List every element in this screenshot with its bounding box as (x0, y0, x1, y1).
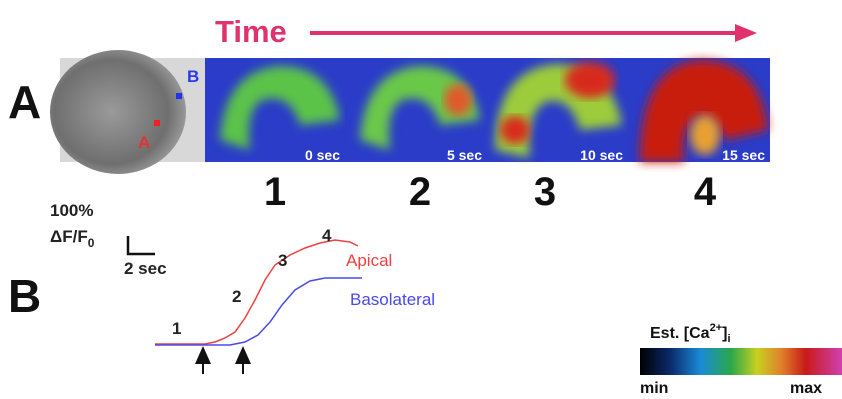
scale-quantity: ΔF/F0 (50, 227, 95, 250)
frame-time: 5 sec (447, 147, 482, 163)
photo: B A (50, 50, 205, 174)
frame-number: 3 (534, 170, 556, 214)
trace-label: Basolateral (350, 290, 435, 309)
frame-time: 0 sec (305, 147, 340, 163)
basolateral-trace (155, 277, 362, 346)
frame: 0 sec (205, 58, 345, 163)
trace-marker: 4 (322, 226, 332, 245)
frame: 15 sec (628, 58, 770, 163)
frame-number: 1 (264, 170, 286, 214)
marker-label: B (187, 67, 199, 86)
scale-duration: 2 sec (124, 259, 167, 278)
panel-label: B (8, 270, 41, 322)
panel-label: A (8, 76, 41, 128)
trace-label: Apical (346, 251, 392, 270)
trace-marker: 2 (232, 287, 241, 306)
frame: 10 sec (487, 58, 628, 163)
time-title: Time (215, 14, 287, 49)
trace-marker: 1 (172, 319, 181, 338)
scale-amplitude: 100% (50, 201, 93, 220)
trace-marker: 3 (278, 251, 287, 270)
apical-trace (155, 239, 359, 345)
colorbar (640, 348, 842, 375)
time-arrowhead (735, 24, 757, 42)
colorbar-min: min (640, 380, 668, 397)
marker-label: A (138, 133, 150, 152)
superscript: 2+ (710, 322, 723, 334)
title-close: ] (722, 325, 727, 342)
quantity-subscript: 0 (88, 236, 95, 250)
scale-bar (126, 236, 155, 256)
frame-number: 2 (409, 170, 431, 214)
quantity: ΔF/F (50, 227, 88, 246)
frame-time: 15 sec (722, 147, 765, 163)
frame-time: 10 sec (580, 147, 623, 163)
frame-number: 4 (694, 170, 717, 214)
subscript: i (727, 333, 730, 345)
colorbar-title: Est. [Ca2+]i (650, 322, 731, 345)
colorbar-max: max (790, 380, 822, 397)
title: Est. [Ca (650, 325, 710, 342)
frame: 5 sec (345, 58, 487, 163)
